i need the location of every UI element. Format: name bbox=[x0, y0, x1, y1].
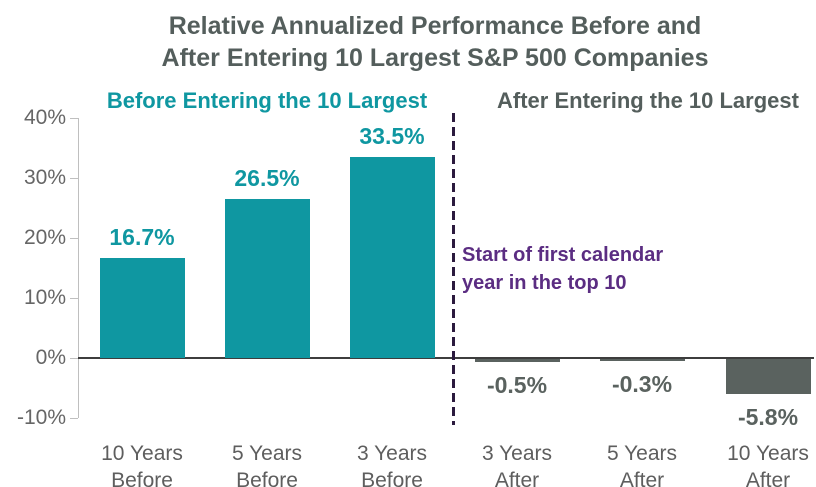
value-label: 16.7% bbox=[109, 224, 175, 250]
y-axis-tick-label: -10% bbox=[16, 406, 66, 429]
y-axis-tick-mark bbox=[70, 418, 78, 419]
category-label-line: 5 Years bbox=[231, 442, 303, 465]
bar-10-years-before bbox=[99, 258, 185, 358]
bar-10-years-after bbox=[725, 359, 811, 394]
section-label-after: After Entering the 10 Largest bbox=[497, 88, 799, 113]
value-label: -0.5% bbox=[486, 372, 548, 398]
bar-3-years-before bbox=[349, 157, 435, 358]
chart-title-line2: After Entering 10 Largest S&P 500 Compan… bbox=[161, 44, 709, 72]
category-label: 5 Years Before bbox=[202, 440, 332, 487]
category-label-line: Before bbox=[236, 469, 298, 487]
category-label: 10 Years After bbox=[703, 440, 816, 487]
category-label: 5 Years After bbox=[577, 440, 707, 487]
category-label-line: 10 Years bbox=[727, 442, 809, 465]
category-label-line: After bbox=[745, 469, 791, 487]
category-label-line: 3 Years bbox=[356, 442, 428, 465]
y-axis-tick-label: 30% bbox=[23, 166, 66, 189]
section-label-before: Before Entering the 10 Largest bbox=[106, 88, 428, 113]
zero-baseline bbox=[78, 357, 814, 359]
y-axis-tick-label: 0% bbox=[35, 346, 66, 369]
y-axis-tick-label: 40% bbox=[23, 106, 66, 129]
category-label-line: After bbox=[494, 469, 540, 487]
y-axis-tick-label: 10% bbox=[23, 286, 66, 309]
annotation-start-top10: Start of first calendar year in the top … bbox=[462, 241, 663, 297]
category-label-line: 5 Years bbox=[606, 442, 678, 465]
y-axis-tick-label: 20% bbox=[23, 226, 66, 249]
bar-3-years-after bbox=[474, 359, 560, 362]
value-label: 26.5% bbox=[234, 165, 300, 191]
chart-title-line1: Relative Annualized Performance Before a… bbox=[168, 12, 702, 40]
y-axis-tick-mark bbox=[70, 358, 78, 359]
y-axis-tick-mark bbox=[70, 238, 78, 239]
value-label: 33.5% bbox=[359, 123, 425, 149]
y-axis-tick-mark bbox=[70, 178, 78, 179]
annotation-line1: Start of first calendar bbox=[462, 244, 664, 266]
category-label-line: Before bbox=[111, 469, 173, 487]
category-label: 3 Years Before bbox=[327, 440, 457, 487]
y-axis-tick-mark bbox=[70, 298, 78, 299]
y-axis-line bbox=[78, 118, 79, 418]
divider-dashed-line bbox=[452, 113, 455, 425]
annotation-line2: year in the top 10 bbox=[462, 272, 627, 294]
value-label: -0.3% bbox=[611, 371, 673, 397]
value-label: -5.8% bbox=[737, 404, 799, 430]
bar-5-years-before bbox=[224, 199, 310, 358]
y-axis-tick-mark bbox=[70, 118, 78, 119]
category-label: 10 Years Before bbox=[77, 440, 207, 487]
category-label: 3 Years After bbox=[452, 440, 582, 487]
category-label-line: 3 Years bbox=[481, 442, 553, 465]
category-label-line: After bbox=[619, 469, 665, 487]
category-label-line: Before bbox=[361, 469, 423, 487]
category-label-line: 10 Years bbox=[101, 442, 183, 465]
chart-title: Relative Annualized Performance Before a… bbox=[60, 10, 810, 74]
bar-5-years-after bbox=[599, 359, 685, 361]
